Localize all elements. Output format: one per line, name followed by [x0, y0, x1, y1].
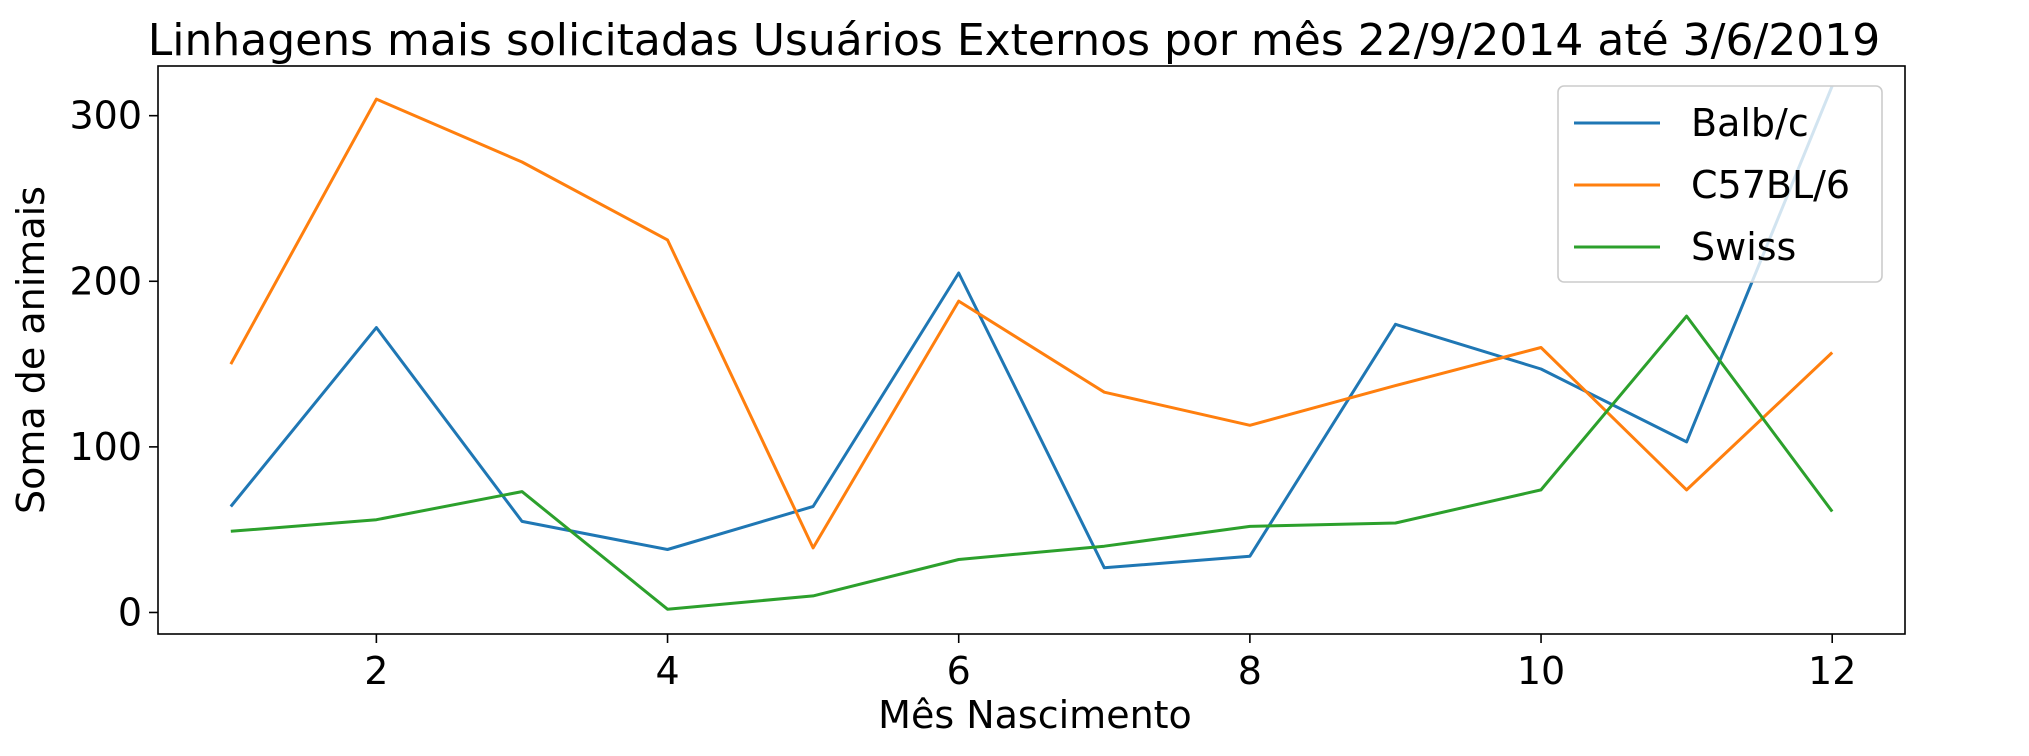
series-lines [229, 85, 1834, 611]
legend-label: Balb/c [1691, 101, 1809, 145]
x-axis-label: Mês Nascimento [878, 693, 1192, 737]
y-tick-label: 200 [69, 259, 142, 303]
chart-title: Linhagens mais solicitadas Usuários Exte… [148, 15, 1881, 66]
y-tick-label: 300 [69, 94, 142, 138]
x-tick-label: 2 [364, 649, 388, 693]
y-tick-label: 0 [118, 590, 142, 634]
x-tick-label: 12 [1808, 649, 1856, 693]
x-tick-label: 8 [1238, 649, 1262, 693]
legend-label: Swiss [1691, 225, 1796, 269]
series-line-0 [229, 85, 1834, 570]
y-axis-label: Soma de animais [9, 186, 53, 514]
x-tick-label: 10 [1517, 649, 1565, 693]
series-line-2 [230, 314, 1834, 611]
x-tick-label: 4 [655, 649, 679, 693]
legend-label: C57BL/6 [1691, 163, 1850, 207]
y-axis-ticks: 0 100 200 300 [69, 94, 158, 634]
y-tick-label: 100 [69, 425, 142, 469]
legend: Balb/c C57BL/6 Swiss [1557, 85, 1883, 283]
x-axis-ticks: 2 4 6 8 10 12 [364, 634, 1856, 693]
series-line-1 [229, 97, 1834, 550]
x-tick-label: 6 [947, 649, 971, 693]
legend-box [1557, 85, 1883, 283]
plot-area-frame [157, 65, 1906, 635]
